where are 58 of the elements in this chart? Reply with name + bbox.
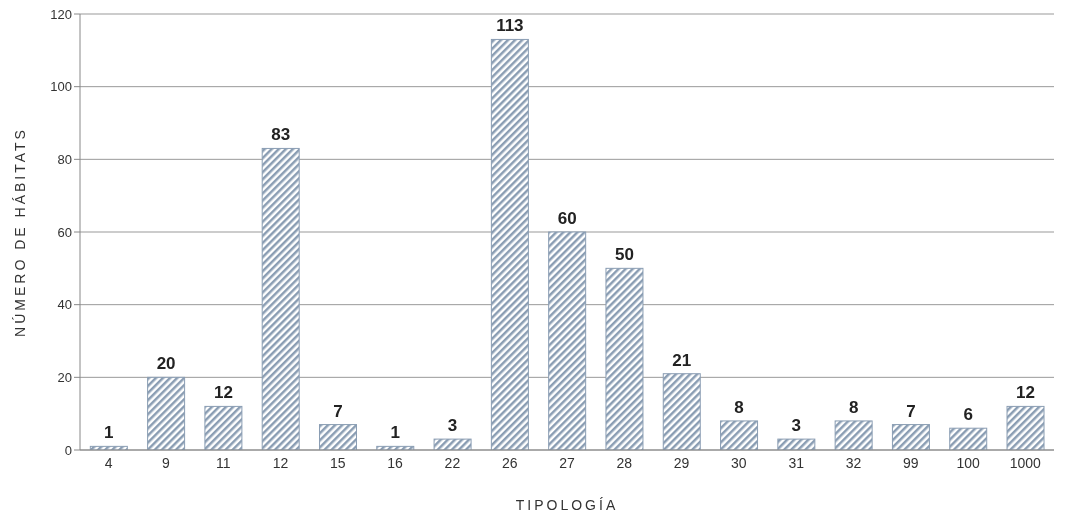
bar [261, 147, 300, 450]
x-axis-title: TIPOLOGÍA [515, 497, 619, 513]
x-tick-label: 32 [845, 454, 862, 471]
data-label: 1 [390, 423, 401, 443]
x-tick-label: 31 [788, 454, 805, 471]
x-tick-label: 15 [330, 454, 346, 471]
data-label: 60 [557, 209, 577, 228]
data-label: 1 [104, 423, 114, 443]
bar [949, 427, 988, 450]
bar [891, 424, 930, 450]
data-label: 83 [271, 125, 291, 145]
data-label: 3 [791, 416, 802, 436]
x-tick-label: 22 [444, 454, 461, 471]
data-label: 8 [848, 397, 859, 417]
bar [777, 438, 816, 450]
y-tick-label: 20 [57, 369, 72, 385]
bar [433, 438, 472, 450]
x-tick-label: 9 [162, 454, 171, 471]
y-tick-label: 40 [57, 297, 72, 313]
bar [662, 373, 701, 450]
x-tick-label: 28 [616, 454, 633, 471]
data-label: 113 [496, 16, 524, 36]
data-label: 20 [156, 354, 176, 374]
x-tick-label: 100 [956, 454, 980, 471]
x-tick-label: 16 [387, 454, 404, 471]
y-tick-label: 120 [50, 6, 72, 22]
x-tick-label: 29 [673, 454, 690, 471]
y-tick-label: 100 [50, 79, 72, 95]
data-label: 7 [333, 401, 343, 421]
data-label: 7 [906, 401, 916, 421]
data-label: 8 [734, 397, 744, 417]
bar [318, 424, 357, 450]
bar [605, 267, 644, 450]
y-tick-label: 0 [64, 442, 72, 458]
bar [720, 420, 759, 450]
bar [147, 376, 186, 450]
x-tick-label: 4 [104, 454, 113, 471]
bar [1006, 405, 1045, 450]
data-label: 6 [963, 405, 973, 425]
data-label: 12 [213, 383, 233, 403]
y-axis-title: NÚMERO DE HÁBITATS [11, 127, 28, 337]
data-label: 21 [672, 350, 692, 370]
x-tick-label: 99 [902, 454, 919, 471]
y-tick-label: 60 [57, 224, 72, 240]
bar [834, 420, 873, 450]
data-label: 3 [447, 416, 458, 436]
x-tick-label: 1000 [1009, 454, 1042, 471]
x-tick-label: 30 [731, 454, 747, 471]
data-label: 12 [1016, 383, 1035, 403]
x-tick-label: 27 [559, 454, 575, 471]
x-tick-label: 12 [272, 454, 289, 471]
bar [490, 38, 529, 450]
y-tick-label: 80 [57, 151, 72, 167]
bar [204, 405, 243, 450]
x-tick-label: 26 [501, 454, 518, 471]
x-tick-label: 11 [215, 454, 231, 471]
data-label: 50 [615, 245, 634, 265]
bar [548, 231, 587, 450]
